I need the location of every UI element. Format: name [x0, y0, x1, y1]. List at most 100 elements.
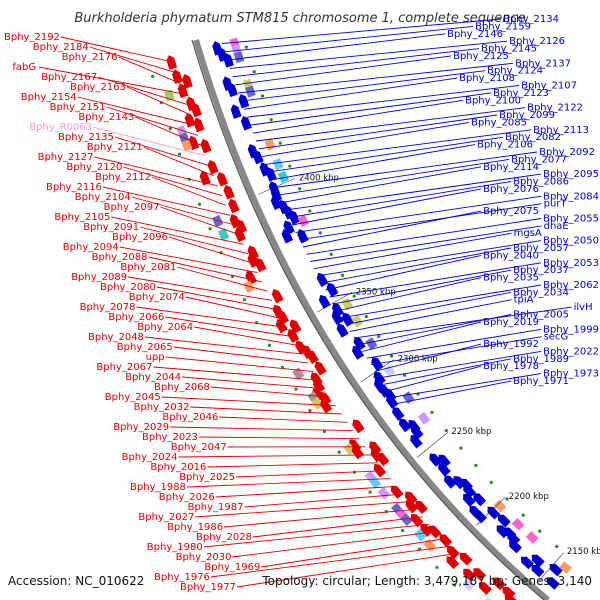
reverse-gene-arrow — [444, 475, 457, 489]
tick-mark — [430, 410, 434, 414]
forward-gene-arrow — [234, 227, 247, 243]
reverse-gene-connector — [341, 284, 542, 319]
reverse-gene-label: Bphy_2050 — [543, 236, 599, 247]
forward-gene-connector — [106, 106, 199, 136]
forward-gene-arrow — [390, 485, 404, 499]
reverse-gene-label: Bphy_2062 — [543, 280, 599, 291]
forward-gene-arrow — [193, 117, 205, 133]
reverse-gene-arrow — [392, 407, 405, 421]
tick-mark — [278, 141, 282, 145]
gene-block — [292, 367, 305, 381]
forward-gene-connector — [165, 356, 314, 373]
reverse-gene-connector — [329, 262, 542, 298]
tick-mark — [389, 354, 394, 358]
reverse-gene-label: secG — [544, 332, 569, 343]
tick-mark — [377, 334, 381, 338]
gene-block — [377, 486, 391, 500]
gene-block — [493, 499, 507, 513]
reverse-gene-label: Bphy_1989 — [513, 354, 569, 365]
forward-gene-arrow — [447, 546, 460, 559]
forward-gene-label: Bphy_2078 — [80, 302, 136, 313]
forward-gene-arrow — [492, 577, 506, 591]
tick-mark — [521, 513, 525, 517]
tick-mark — [294, 387, 298, 391]
forward-gene-arrow — [182, 74, 193, 89]
reverse-gene-label: Bphy_2055 — [543, 214, 599, 225]
tick-mark — [242, 298, 246, 302]
forward-gene-arrow — [320, 399, 333, 414]
forward-gene-arrow — [459, 552, 473, 566]
gene-block — [341, 297, 354, 311]
forward-gene-connector — [102, 186, 231, 216]
forward-gene-connector — [136, 306, 287, 328]
reverse-gene-label: ilvH — [574, 302, 593, 313]
reverse-gene-label: Bphy_2100 — [465, 95, 521, 106]
genome-backbone — [191, 39, 550, 600]
forward-gene-connector — [94, 156, 218, 187]
reverse-gene-connector — [384, 358, 512, 385]
reverse-gene-label: Bphy_2125 — [453, 51, 509, 62]
reverse-gene-arrow — [438, 454, 451, 468]
tick-mark — [322, 429, 326, 434]
reverse-gene-label: Bphy_2075 — [483, 206, 539, 217]
kbp-tick — [416, 432, 449, 458]
reverse-gene-label: Bphy_2095 — [543, 169, 599, 180]
forward-gene-connector — [198, 436, 360, 440]
reverse-gene-arrow — [265, 167, 277, 182]
reverse-gene-connector — [252, 99, 464, 134]
reverse-gene-label: Bphy_1992 — [483, 339, 539, 350]
forward-gene-label: Bphy_2081 — [120, 262, 176, 273]
chromosome-arc — [193, 39, 550, 600]
forward-gene-arrow — [473, 568, 487, 581]
tick-mark — [453, 583, 457, 587]
reverse-gene-connector — [362, 321, 482, 352]
reverse-gene-connector — [353, 306, 572, 339]
forward-gene-label: Bphy_2046 — [162, 412, 218, 423]
reverse-gene-label: Bphy_1978 — [483, 361, 539, 372]
reverse-gene-connector — [349, 299, 512, 332]
tick-mark — [244, 45, 248, 49]
reverse-gene-label: Bphy_2108 — [459, 73, 515, 84]
reverse-gene-connector — [271, 144, 476, 181]
tick-mark — [401, 528, 405, 533]
kbp-tick — [476, 496, 506, 526]
reverse-gene-connector — [227, 33, 446, 61]
reverse-gene-connector — [291, 188, 482, 226]
tick-mark — [267, 343, 271, 347]
kbp-label: 2300 kbp — [398, 355, 438, 365]
reverse-gene-arrow — [531, 564, 545, 578]
forward-gene-label: Bphy_2176 — [62, 52, 118, 63]
reverse-gene-connector — [229, 40, 508, 69]
tick-mark — [269, 118, 273, 122]
reverse-gene-label: Bphy_2123 — [493, 88, 549, 99]
forward-gene-connector — [168, 236, 253, 264]
accession-text: Accession: NC_010622 — [8, 574, 144, 588]
forward-gene-arrow — [166, 55, 178, 70]
forward-gene-connector — [77, 96, 195, 126]
gene-block — [511, 517, 525, 531]
reverse-gene-arrow — [498, 514, 511, 528]
forward-gene-connector — [210, 545, 450, 578]
chromosome-arc-edge — [191, 39, 545, 600]
reverse-gene-connector — [258, 114, 498, 150]
tick-mark — [208, 227, 212, 231]
forward-gene-label: Bphy_2097 — [104, 202, 160, 213]
tick-mark — [252, 70, 256, 74]
forward-gene-label: Bphy_2032 — [134, 402, 190, 413]
forward-gene-label: Bphy_2027 — [138, 512, 194, 523]
tick-mark — [260, 94, 265, 98]
reverse-gene-arrow — [331, 310, 344, 325]
forward-gene-connector — [215, 485, 397, 498]
reverse-gene-label: Bphy_2040 — [483, 250, 539, 261]
forward-gene-label: Bphy_2120 — [66, 162, 122, 173]
reverse-gene-arrow — [473, 493, 487, 507]
forward-gene-label: Bphy_2167 — [41, 72, 97, 83]
gene-block — [383, 364, 396, 378]
forward-gene-label: Bphy_2163 — [70, 82, 126, 93]
tick-mark — [298, 187, 302, 191]
forward-gene-label: Bphy_2080 — [100, 282, 156, 293]
gene-block — [417, 411, 431, 425]
reverse-gene-arrow — [288, 210, 301, 225]
reverse-gene-arrow — [373, 371, 386, 386]
